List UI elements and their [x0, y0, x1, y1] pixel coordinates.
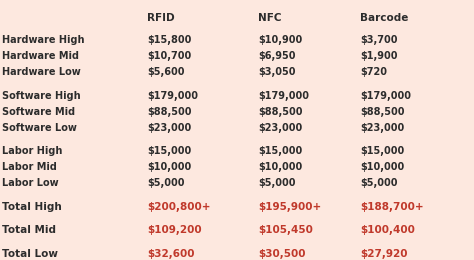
Text: $10,700: $10,700 — [147, 51, 191, 61]
Text: $27,920: $27,920 — [360, 249, 408, 259]
Text: $5,000: $5,000 — [147, 178, 184, 188]
Text: NFC: NFC — [258, 13, 282, 23]
Text: $5,000: $5,000 — [258, 178, 296, 188]
Text: $10,000: $10,000 — [147, 162, 191, 172]
Text: Software Mid: Software Mid — [2, 107, 75, 117]
Text: $179,000: $179,000 — [360, 90, 411, 101]
Text: Total High: Total High — [2, 202, 62, 212]
Text: $3,700: $3,700 — [360, 35, 398, 45]
Text: $88,500: $88,500 — [147, 107, 191, 117]
Text: $15,000: $15,000 — [258, 146, 302, 156]
Text: $5,600: $5,600 — [147, 67, 184, 77]
Text: RFID: RFID — [147, 13, 174, 23]
Text: $720: $720 — [360, 67, 387, 77]
Text: $188,700+: $188,700+ — [360, 202, 424, 212]
Text: $3,050: $3,050 — [258, 67, 296, 77]
Text: $5,000: $5,000 — [360, 178, 398, 188]
Text: Barcode: Barcode — [360, 13, 409, 23]
Text: $109,200: $109,200 — [147, 225, 201, 235]
Text: $179,000: $179,000 — [258, 90, 310, 101]
Text: $179,000: $179,000 — [147, 90, 198, 101]
Text: $23,000: $23,000 — [147, 123, 191, 133]
Text: Labor High: Labor High — [2, 146, 63, 156]
Text: Hardware High: Hardware High — [2, 35, 85, 45]
Text: $88,500: $88,500 — [360, 107, 405, 117]
Text: $100,400: $100,400 — [360, 225, 415, 235]
Text: $200,800+: $200,800+ — [147, 202, 210, 212]
Text: $23,000: $23,000 — [258, 123, 302, 133]
Text: $15,000: $15,000 — [147, 146, 191, 156]
Text: $105,450: $105,450 — [258, 225, 313, 235]
Text: $10,000: $10,000 — [360, 162, 404, 172]
Text: Labor Mid: Labor Mid — [2, 162, 57, 172]
Text: Total Mid: Total Mid — [2, 225, 56, 235]
Text: Hardware Mid: Hardware Mid — [2, 51, 79, 61]
Text: $10,900: $10,900 — [258, 35, 302, 45]
Text: $15,000: $15,000 — [360, 146, 404, 156]
Text: $88,500: $88,500 — [258, 107, 303, 117]
Text: $23,000: $23,000 — [360, 123, 404, 133]
Text: $1,900: $1,900 — [360, 51, 398, 61]
Text: $6,950: $6,950 — [258, 51, 296, 61]
Text: Software Low: Software Low — [2, 123, 77, 133]
Text: $30,500: $30,500 — [258, 249, 306, 259]
Text: $195,900+: $195,900+ — [258, 202, 321, 212]
Text: Labor Low: Labor Low — [2, 178, 59, 188]
Text: Total Low: Total Low — [2, 249, 58, 259]
Text: $10,000: $10,000 — [258, 162, 302, 172]
Text: $15,800: $15,800 — [147, 35, 191, 45]
Text: Hardware Low: Hardware Low — [2, 67, 81, 77]
Text: Software High: Software High — [2, 90, 81, 101]
Text: $32,600: $32,600 — [147, 249, 194, 259]
